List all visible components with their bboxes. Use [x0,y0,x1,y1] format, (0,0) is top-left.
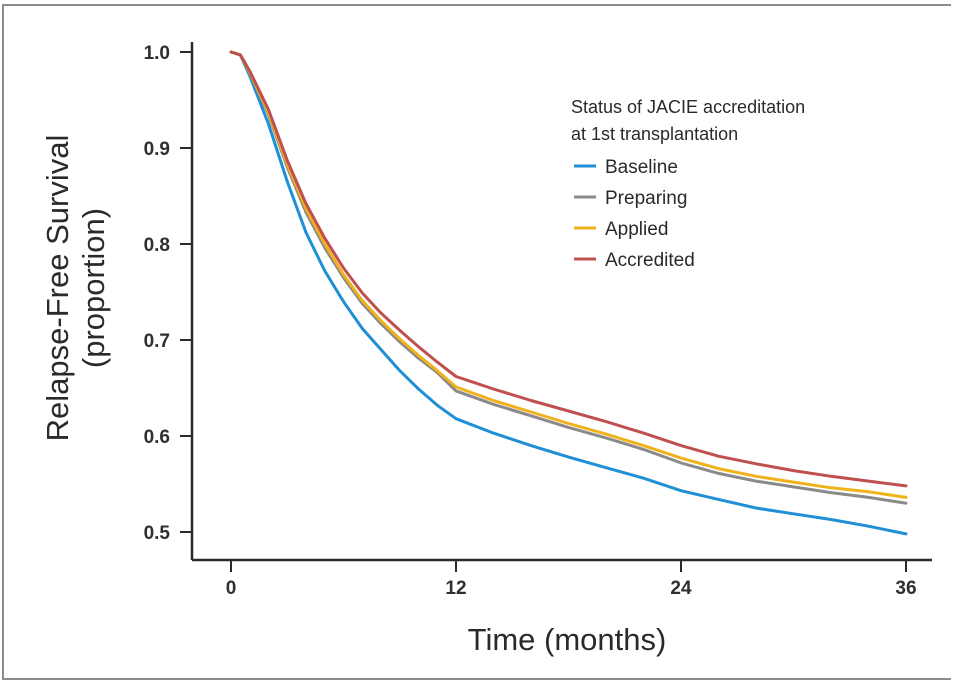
y-axis-label-line-2: (proportion) [76,208,111,368]
legend-label-baseline: Baseline [605,157,678,178]
series-line-applied [229,50,908,499]
x-tick-label: 0 [226,578,237,599]
y-axis-label: Relapse-Free Survival (proportion) [40,135,111,442]
y-ticks: 0.5 0.6 0.7 0.8 0.9 1.0 [144,43,192,544]
y-tick-label: 1.0 [144,43,170,64]
legend-label-accredited: Accredited [605,250,695,271]
series-line-baseline [229,50,908,536]
y-tick-label: 0.9 [144,139,170,160]
y-tick-label: 0.5 [144,523,171,544]
y-tick-label: 0.7 [144,331,170,352]
x-ticks: 0 12 24 36 [226,560,917,599]
figure-frame [2,4,951,680]
legend-items: Baseline Preparing Applied Accredited [574,157,695,271]
series-line-accredited [229,50,908,488]
series-lines [229,50,908,536]
series-line-preparing [229,50,908,505]
axes [190,42,932,562]
x-tick-label: 24 [670,578,692,599]
x-tick-label: 12 [445,578,466,599]
y-tick-label: 0.6 [144,427,170,448]
legend-label-applied: Applied [605,219,668,240]
legend-title-line-2: at 1st transplantation [571,124,738,144]
legend: Status of JACIE accreditation at 1st tra… [571,97,805,271]
x-tick-label: 36 [895,578,916,599]
legend-title-line-1: Status of JACIE accreditation [571,97,805,117]
y-tick-label: 0.8 [144,235,170,256]
y-axis-label-line-1: Relapse-Free Survival [40,135,75,442]
legend-label-preparing: Preparing [605,188,687,209]
x-axis-label: Time (months) [468,622,667,657]
